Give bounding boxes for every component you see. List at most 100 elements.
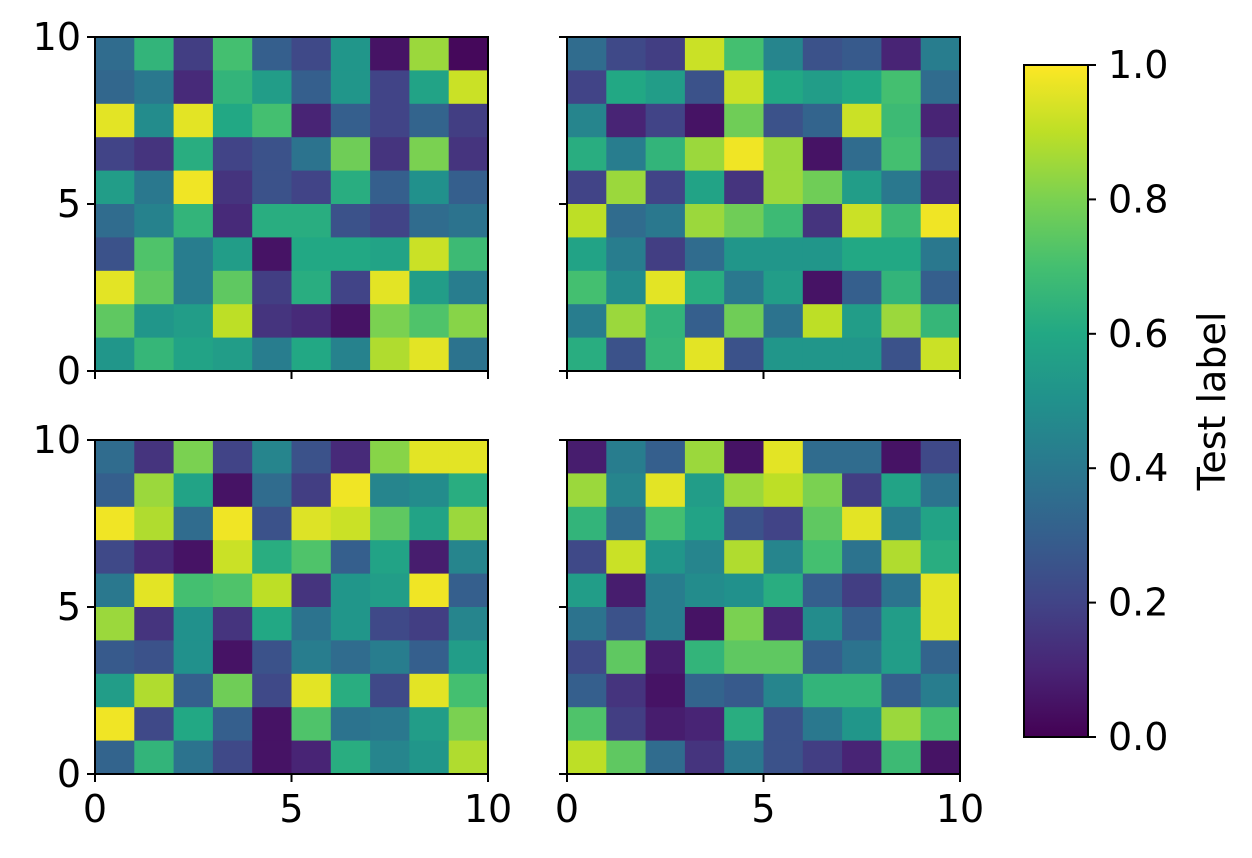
heatmap-cell (920, 37, 961, 71)
heatmap-cell (645, 237, 686, 272)
heatmap-cell (567, 170, 607, 205)
heatmap-cell (409, 337, 450, 372)
heatmap-cell (330, 506, 371, 541)
heatmap-cell (409, 204, 450, 238)
heatmap-cell (724, 607, 765, 641)
heatmap-cell (173, 440, 214, 474)
heatmap-cell (448, 673, 489, 708)
heatmap-cell (684, 237, 725, 272)
heatmap-cell (606, 640, 647, 675)
heatmap-cell (252, 204, 293, 238)
heatmap-cell (173, 70, 214, 105)
heatmap-cell (567, 304, 607, 339)
heatmap-cell (920, 740, 961, 775)
heatmap-cell (684, 506, 725, 541)
heatmap-cell (567, 673, 607, 708)
heatmap-cell (802, 540, 843, 575)
heatmap-cell (763, 137, 804, 172)
heatmap-cell (684, 607, 725, 641)
heatmap-cell (724, 237, 765, 272)
heatmap-cell (370, 640, 410, 675)
heatmap-cell (567, 506, 607, 541)
heatmap-cell (330, 270, 371, 305)
heatmap-cell (920, 440, 961, 474)
heatmap-cell (252, 70, 293, 105)
heatmap-cell (724, 37, 765, 71)
heatmap-cell (330, 170, 371, 205)
x-tick-label: 10 (464, 787, 512, 831)
heatmap-cell (724, 170, 765, 205)
heatmap-cell (881, 70, 922, 105)
heatmap-cell (645, 170, 686, 205)
heatmap-cell (684, 473, 725, 508)
heatmap-cell (291, 506, 332, 541)
heatmap-cell (684, 137, 725, 172)
heatmap-cell (724, 204, 765, 238)
heatmap-cell (645, 640, 686, 675)
heatmap-cell (724, 137, 765, 172)
heatmap-cell (291, 270, 332, 305)
heatmap-cell (724, 70, 765, 105)
heatmap-cell (684, 707, 725, 742)
heatmap-cell (881, 473, 922, 508)
heatmap-cell (881, 607, 922, 641)
heatmap-cell (252, 170, 293, 205)
heatmap-cell (920, 673, 961, 708)
heatmap-cell (763, 337, 804, 372)
heatmap-cell (134, 270, 175, 305)
heatmap-cell (370, 607, 410, 641)
heatmap-cell (448, 270, 489, 305)
heatmap-cell (409, 270, 450, 305)
heatmap-cell (724, 673, 765, 708)
heatmap-cell (920, 170, 961, 205)
heatmap-cell (881, 37, 922, 71)
heatmap-cell (920, 137, 961, 172)
heatmap-cell (881, 304, 922, 339)
heatmap-cell (330, 707, 371, 742)
heatmap-cell (330, 440, 371, 474)
heatmap-cell (448, 304, 489, 339)
colorbar-tick-label: 0.2 (1108, 581, 1168, 625)
heatmap-cell (330, 237, 371, 272)
heatmap-cell (842, 70, 882, 105)
heatmap-cell (252, 440, 293, 474)
heatmap-cell (645, 506, 686, 541)
heatmap-cell (842, 506, 882, 541)
heatmap-cell (763, 740, 804, 775)
heatmap-cell (95, 170, 135, 205)
heatmap-cell (212, 37, 253, 71)
heatmap-cell (802, 170, 843, 205)
heatmap-cell (291, 540, 332, 575)
heatmap-cell (173, 237, 214, 272)
heatmap-cell (212, 640, 253, 675)
colorbar: 0.0 0.2 0.4 0.6 0.8 1.0 Test label (1023, 43, 1234, 759)
heatmap-cell (920, 573, 961, 608)
heatmap-cell (252, 640, 293, 675)
heatmap-cell (606, 573, 647, 608)
heatmap-cell (802, 37, 843, 71)
heatmap-cell (134, 103, 175, 138)
heatmap-cell (606, 170, 647, 205)
heatmap-cell (724, 440, 765, 474)
heatmap-cell (920, 640, 961, 675)
heatmap-cell (645, 204, 686, 238)
heatmap-cell (567, 103, 607, 138)
heatmap-cell (448, 204, 489, 238)
heatmap-cell (763, 707, 804, 742)
colorbar-label: Test label (1190, 312, 1234, 492)
heatmap-cell (448, 440, 489, 474)
heatmap-cell (370, 237, 410, 272)
heatmap-cell (370, 37, 410, 71)
heatmap-cell (684, 304, 725, 339)
heatmap-cell (330, 540, 371, 575)
heatmap-cell (645, 540, 686, 575)
heatmap-cell (173, 103, 214, 138)
heatmap-cell (645, 573, 686, 608)
heatmap-cell (448, 473, 489, 508)
heatmap-cell (173, 304, 214, 339)
heatmap-cell (881, 204, 922, 238)
heatmap-cell (724, 540, 765, 575)
heatmap-cell (134, 70, 175, 105)
heatmap-cell (684, 440, 725, 474)
heatmap-cell (252, 337, 293, 372)
